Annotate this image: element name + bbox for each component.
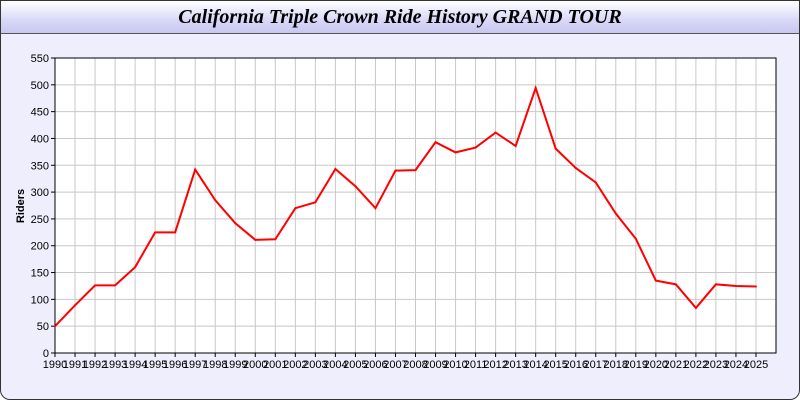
x-tick-label: 2002 bbox=[283, 359, 307, 371]
data-point bbox=[614, 212, 617, 215]
data-point bbox=[434, 141, 437, 144]
y-tick-label: 450 bbox=[31, 107, 49, 119]
data-point bbox=[134, 266, 137, 269]
y-tick-label: 500 bbox=[31, 80, 49, 92]
axis-ticks: 0501001502002503003504004505005501990199… bbox=[31, 53, 769, 371]
data-point bbox=[234, 222, 237, 225]
x-tick-label: 2015 bbox=[543, 359, 567, 371]
x-tick-label: 2009 bbox=[423, 359, 447, 371]
x-tick-label: 1991 bbox=[63, 359, 87, 371]
x-tick-label: 2019 bbox=[624, 359, 648, 371]
data-point bbox=[454, 151, 457, 154]
data-point bbox=[494, 131, 497, 134]
data-point bbox=[354, 185, 357, 188]
data-point bbox=[54, 325, 56, 328]
data-point bbox=[574, 166, 577, 169]
data-point bbox=[214, 199, 217, 202]
data-point bbox=[654, 279, 657, 282]
x-tick-label: 1994 bbox=[123, 359, 147, 371]
data-point bbox=[634, 237, 637, 240]
plot-border bbox=[54, 57, 777, 354]
data-point bbox=[374, 207, 377, 210]
x-tick-label: 2022 bbox=[684, 359, 708, 371]
chart-title: California Triple Crown Ride History GRA… bbox=[178, 6, 622, 28]
data-point bbox=[194, 168, 197, 171]
x-tick-label: 1999 bbox=[223, 359, 247, 371]
data-point bbox=[294, 207, 297, 210]
y-tick-label: 0 bbox=[43, 348, 49, 360]
x-tick-label: 2006 bbox=[363, 359, 387, 371]
x-tick-label: 2004 bbox=[323, 359, 347, 371]
x-tick-label: 2007 bbox=[383, 359, 407, 371]
y-axis-label: Riders bbox=[15, 189, 27, 223]
x-tick-label: 1998 bbox=[203, 359, 227, 371]
data-point bbox=[534, 87, 537, 90]
data-point bbox=[74, 304, 77, 307]
data-point bbox=[174, 231, 177, 234]
data-point bbox=[554, 147, 557, 150]
data-point bbox=[594, 181, 597, 184]
y-tick-label: 550 bbox=[31, 53, 49, 65]
data-point bbox=[94, 284, 97, 287]
data-point bbox=[514, 144, 517, 147]
data-point bbox=[334, 168, 337, 171]
y-tick-label: 50 bbox=[37, 321, 49, 333]
data-point bbox=[694, 306, 697, 309]
x-tick-label: 1993 bbox=[103, 359, 127, 371]
x-tick-label: 2014 bbox=[523, 359, 547, 371]
data-point bbox=[414, 169, 417, 172]
data-point bbox=[474, 146, 477, 149]
data-point bbox=[254, 238, 257, 241]
y-tick-label: 300 bbox=[31, 187, 49, 199]
x-tick-label: 1990 bbox=[43, 359, 67, 371]
data-point bbox=[734, 284, 737, 287]
x-tick-label: 2017 bbox=[584, 359, 608, 371]
y-tick-label: 200 bbox=[31, 241, 49, 253]
x-tick-label: 2018 bbox=[604, 359, 628, 371]
data-point bbox=[714, 283, 717, 286]
data-point bbox=[114, 284, 117, 287]
x-tick-label: 2020 bbox=[644, 359, 668, 371]
data-point bbox=[274, 238, 277, 241]
x-tick-label: 2008 bbox=[403, 359, 427, 371]
series-line bbox=[54, 84, 756, 327]
x-tick-label: 1996 bbox=[163, 359, 187, 371]
y-tick-label: 400 bbox=[31, 133, 49, 145]
x-tick-label: 2012 bbox=[483, 359, 507, 371]
x-tick-label: 2010 bbox=[443, 359, 467, 371]
data-point bbox=[154, 231, 157, 234]
data-point bbox=[394, 169, 397, 172]
x-tick-label: 2001 bbox=[263, 359, 287, 371]
x-tick-label: 2013 bbox=[503, 359, 527, 371]
x-tick-label: 1995 bbox=[143, 359, 167, 371]
x-tick-label: 2025 bbox=[744, 359, 768, 371]
y-tick-label: 100 bbox=[31, 294, 49, 306]
data-point bbox=[674, 283, 677, 286]
x-tick-label: 2011 bbox=[464, 359, 488, 371]
title-bar: California Triple Crown Ride History GRA… bbox=[1, 1, 799, 34]
x-tick-label: 1997 bbox=[183, 359, 207, 371]
data-point bbox=[314, 201, 317, 204]
x-tick-label: 2016 bbox=[563, 359, 587, 371]
y-tick-label: 350 bbox=[31, 160, 49, 172]
x-tick-label: 2024 bbox=[724, 359, 748, 371]
x-tick-label: 2021 bbox=[664, 359, 688, 371]
y-tick-label: 150 bbox=[31, 268, 49, 280]
data-point bbox=[754, 285, 757, 288]
x-tick-label: 2005 bbox=[343, 359, 367, 371]
y-tick-label: 250 bbox=[31, 214, 49, 226]
x-tick-label: 2023 bbox=[704, 359, 728, 371]
x-tick-label: 2000 bbox=[243, 359, 267, 371]
x-tick-label: 1992 bbox=[83, 359, 107, 371]
x-tick-label: 2003 bbox=[303, 359, 327, 371]
